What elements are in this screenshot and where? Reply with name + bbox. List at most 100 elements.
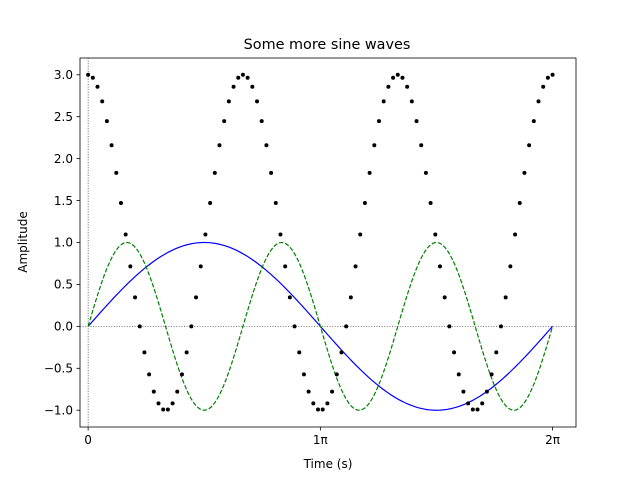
y-tick-label: 2.5 [54, 110, 73, 124]
chart-title: Some more sine waves [244, 37, 411, 53]
y-axis-ticks: −1.0 −0.5 0.0 0.5 1.0 1.5 2.0 2.5 3.0 [44, 68, 80, 417]
data-point [536, 99, 541, 104]
data-point [498, 324, 503, 329]
data-point [240, 72, 245, 77]
y-tick-label: 3.0 [54, 68, 73, 82]
data-point [100, 99, 105, 104]
plot-area [79, 57, 577, 428]
data-point [311, 401, 316, 406]
data-point [541, 84, 546, 89]
data-point [517, 200, 522, 205]
data-point [494, 350, 499, 355]
data-point [423, 170, 428, 175]
x-axis-label: Time (s) [303, 457, 353, 471]
data-point [344, 324, 349, 329]
x-tick-label: 1π [313, 433, 328, 447]
data-point [414, 119, 419, 124]
data-point [297, 350, 302, 355]
data-point [231, 84, 236, 89]
data-point [480, 401, 485, 406]
y-tick-label: 1.0 [54, 236, 73, 250]
data-point [123, 232, 128, 237]
data-point [137, 324, 142, 329]
y-tick-label: 1.5 [54, 194, 73, 208]
data-point [433, 232, 438, 237]
data-point [301, 372, 306, 377]
data-point [292, 324, 297, 329]
data-point [470, 407, 475, 412]
data-point [287, 295, 292, 300]
data-point [250, 84, 255, 89]
data-point [428, 200, 433, 205]
data-point [367, 170, 372, 175]
data-point [508, 264, 513, 269]
y-tick-label: 2.0 [54, 152, 73, 166]
data-point [236, 75, 241, 80]
data-point [278, 232, 283, 237]
data-point [391, 75, 396, 80]
data-point [189, 324, 194, 329]
y-tick-label: −1.0 [44, 403, 73, 417]
data-point [194, 295, 199, 300]
data-point [362, 200, 367, 205]
data-point [372, 143, 377, 148]
data-point [452, 350, 457, 355]
data-point [484, 389, 489, 394]
data-point [405, 84, 410, 89]
data-point [447, 324, 452, 329]
y-axis-label: Amplitude [16, 211, 30, 273]
series-line-1 [87, 241, 554, 411]
data-point [339, 350, 344, 355]
data-point [334, 372, 339, 377]
data-point [198, 264, 203, 269]
data-point [259, 119, 264, 124]
data-point [377, 119, 381, 124]
data-point [456, 372, 461, 377]
data-point [395, 72, 400, 77]
y-tick-label: 0.0 [54, 320, 73, 334]
data-point [222, 119, 227, 124]
data-point [475, 407, 480, 412]
data-point [147, 372, 152, 377]
data-point [545, 75, 550, 80]
data-point [527, 143, 532, 148]
data-point [128, 264, 133, 269]
data-point [316, 407, 321, 412]
data-point [170, 401, 175, 406]
data-point [348, 295, 353, 300]
data-point [264, 143, 269, 148]
data-point [179, 372, 184, 377]
data-point [513, 232, 518, 237]
series-lines [87, 241, 554, 411]
reference-lines [80, 58, 576, 427]
data-point [273, 200, 278, 205]
data-point [255, 99, 260, 104]
data-point [400, 75, 405, 80]
data-point [353, 264, 358, 269]
x-axis-ticks: 0 1π 2π [84, 427, 560, 447]
data-point [489, 372, 494, 377]
y-tick-label: 0.5 [54, 278, 73, 292]
data-point [269, 170, 274, 175]
data-point [381, 99, 386, 104]
data-point [358, 232, 363, 237]
series-dots [86, 72, 555, 412]
data-point [165, 407, 170, 412]
data-point [503, 295, 508, 300]
data-point [325, 401, 330, 406]
data-point [133, 295, 138, 300]
data-point [142, 350, 147, 355]
data-point [212, 170, 217, 175]
data-point [245, 75, 250, 80]
data-point [442, 295, 447, 300]
data-point [184, 350, 189, 355]
data-point [114, 170, 119, 175]
data-point [203, 232, 208, 237]
plot-background [80, 58, 576, 427]
data-point [90, 75, 95, 80]
data-point [161, 407, 166, 412]
data-point [531, 119, 536, 124]
data-point [151, 389, 156, 394]
x-tick-label: 0 [84, 433, 92, 447]
